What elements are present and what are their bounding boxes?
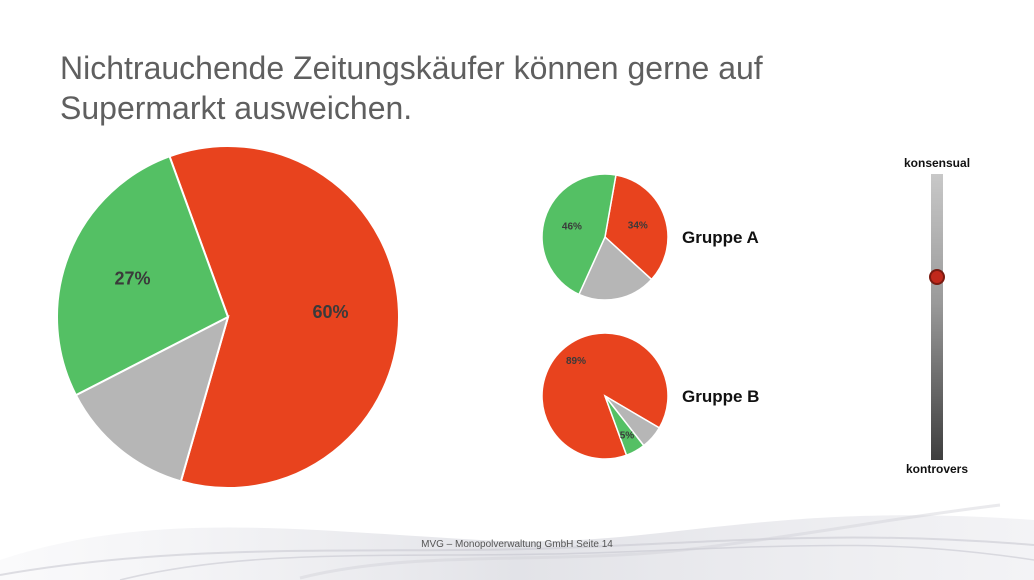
scale-bottom-label: kontrovers [906, 462, 969, 476]
main-slice-label-2: 27% [114, 268, 150, 288]
main-slice-2 [56, 155, 230, 397]
slide-title: Nichtrauchende Zeitungskäufer können ger… [60, 48, 780, 128]
group-a-label: Gruppe A [682, 228, 759, 247]
scale-top-label: konsensual [904, 156, 971, 170]
group-a-slice-1 [577, 235, 653, 301]
group-b-slice-2 [604, 395, 645, 457]
group-a-slice-label-0: 34% [628, 220, 648, 231]
group-b-slice-label-2: 5% [620, 430, 635, 441]
group-a-slice-0 [604, 174, 669, 281]
main-slice-label-0: 60% [313, 302, 349, 322]
main-pie-chart: 60% 27% [56, 145, 400, 489]
title-line-1: Nichtrauchende Zeitungskäufer können ger… [60, 50, 763, 86]
group-b-slice-label-0: 89% [566, 356, 586, 367]
group-a-pie-chart: 34% 46% [541, 173, 669, 301]
main-slice-1 [74, 315, 230, 483]
group-b-pie-chart: 89% 5% [541, 332, 669, 460]
footer: MVG – Monopolverwaltung GmbH Seite 14 [421, 539, 613, 550]
scale-marker [929, 268, 945, 285]
title-line-2: Supermarkt ausweichen. [60, 90, 413, 126]
main-slice-0 [168, 145, 400, 489]
group-a-slice-2 [541, 173, 617, 296]
consensus-scale-bar [931, 174, 943, 460]
group-b-label: Gruppe B [682, 387, 760, 406]
group-a-slice-label-2: 46% [562, 221, 582, 232]
